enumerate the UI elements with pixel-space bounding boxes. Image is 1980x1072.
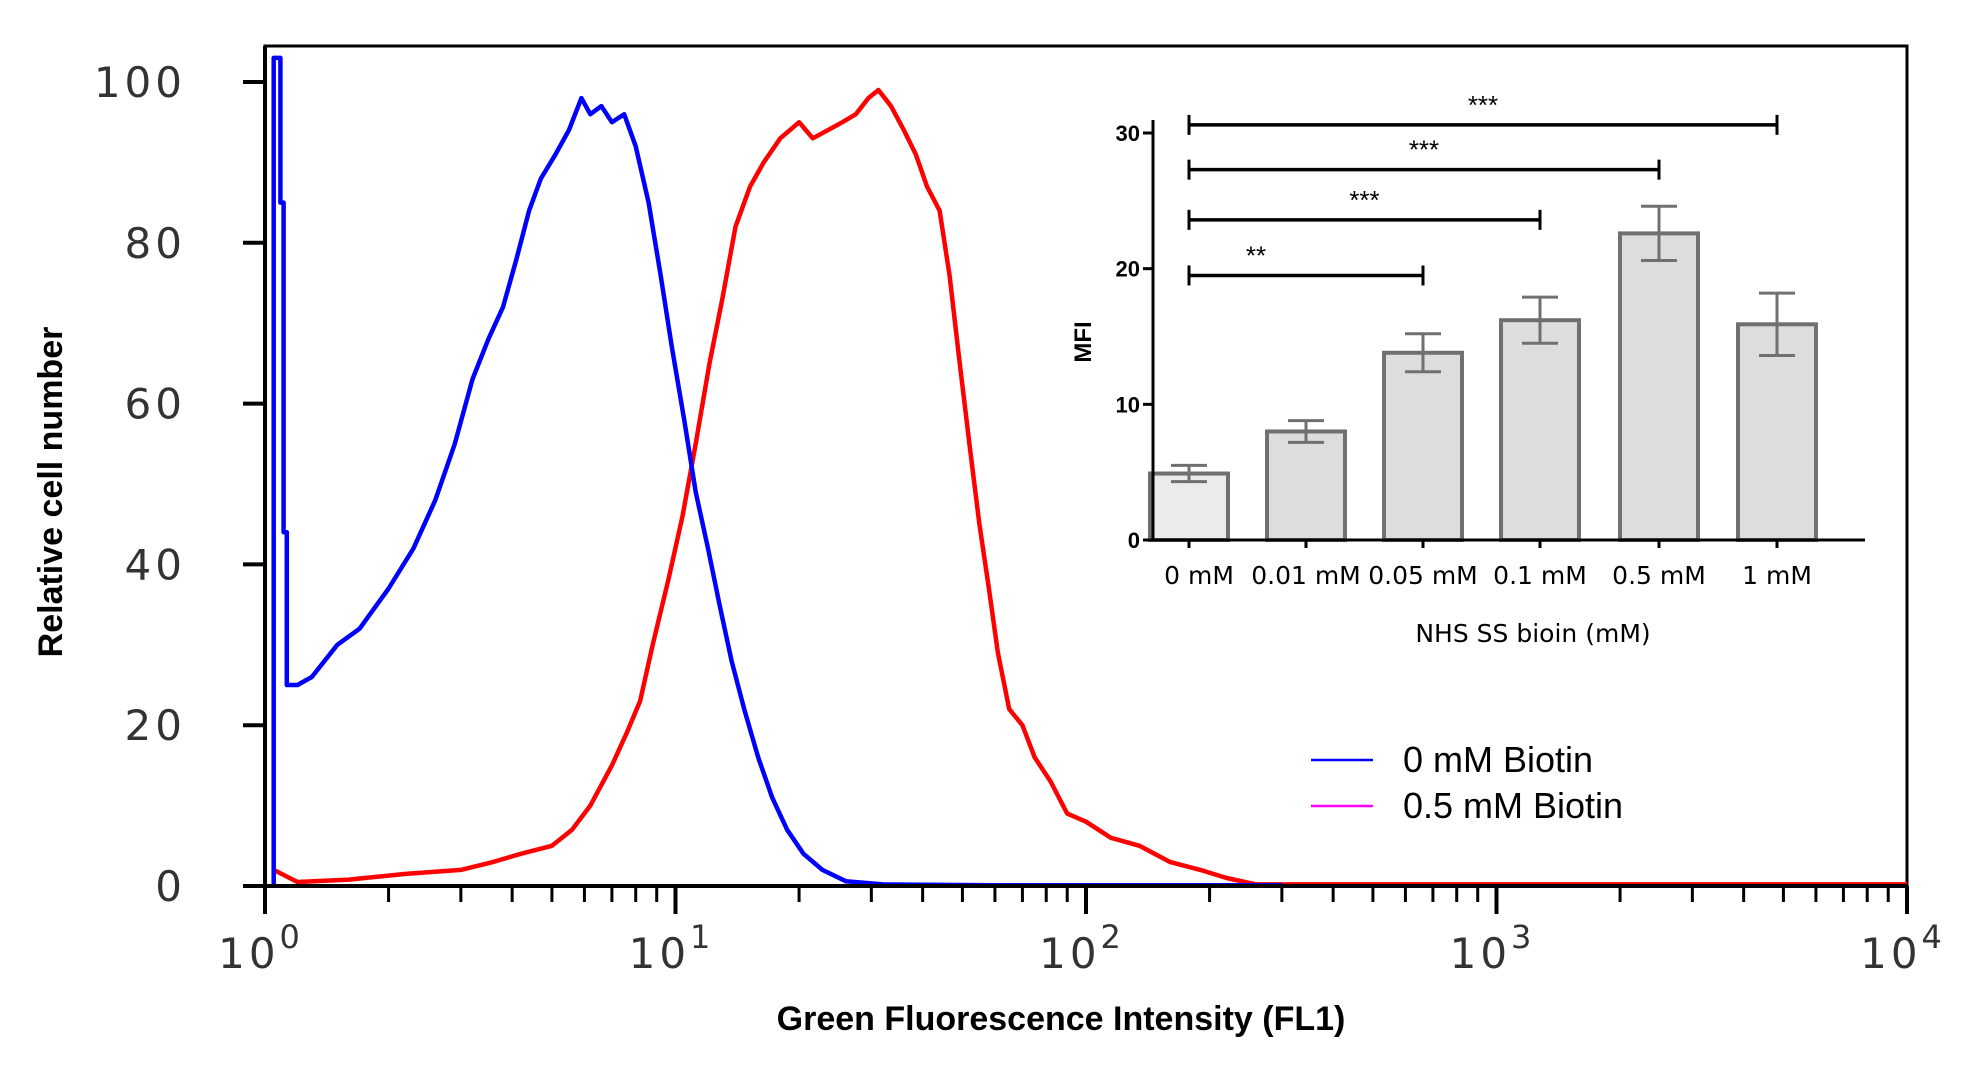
y-tick-label: 0 — [155, 862, 186, 911]
main-y-axis-title: Relative cell number — [32, 327, 70, 658]
series-line-0-5-mm-biotin — [272, 87, 1907, 887]
y-tick-label: 40 — [125, 540, 186, 589]
inset-x-tick-label: 0.05 mM — [1368, 561, 1478, 590]
inset-bar — [1148, 471, 1230, 543]
significance-label: *** — [1468, 90, 1498, 120]
inset-x-tick-label: 1 mM — [1742, 561, 1812, 590]
x-tick-label: 101 — [629, 918, 715, 978]
x-tick-label: 103 — [1450, 918, 1536, 978]
y-tick-label: 100 — [94, 58, 186, 107]
inset-bar — [1618, 231, 1700, 542]
significance-label: *** — [1409, 135, 1439, 165]
inset-y-tick-label: 0 — [1128, 528, 1140, 553]
y-tick-label: 60 — [125, 380, 186, 429]
inset-bars — [1148, 204, 1818, 543]
significance-label: ** — [1246, 240, 1266, 270]
inset-bar — [1265, 429, 1347, 543]
legend-label-0-mm-biotin: 0 mM Biotin — [1403, 739, 1593, 780]
legend-label-0-5-mm-biotin: 0.5 mM Biotin — [1403, 785, 1623, 826]
main-x-axis-title: Green Fluorescence Intensity (FL1) — [777, 1000, 1346, 1038]
main-y-tick-labels: 0 20 40 60 80 100 — [94, 58, 186, 911]
inset-bar — [1736, 322, 1818, 543]
inset-y-tick-label: 20 — [1116, 257, 1140, 282]
inset-significance-brackets: *********** — [1187, 90, 1779, 286]
inset-y-axis-title: MFI — [1070, 321, 1097, 362]
significance-label: *** — [1349, 185, 1379, 215]
inset-x-axis-title: NHS SS bioin (mM) — [1415, 619, 1650, 648]
x-tick-label: 102 — [1039, 918, 1125, 978]
inset-x-tick-label: 0.01 mM — [1251, 561, 1361, 590]
x-tick-label: 104 — [1860, 918, 1946, 978]
inset-y-tick-label: 30 — [1116, 121, 1140, 146]
y-tick-label: 20 — [125, 701, 186, 750]
inset-x-tick-labels: 0 mM 0.01 mM 0.05 mM 0.1 mM 0.5 mM 1 mM — [1164, 540, 1812, 590]
x-tick-label: 100 — [218, 918, 304, 978]
inset-x-tick-label: 0.1 mM — [1493, 561, 1587, 590]
inset-bar — [1499, 318, 1581, 542]
inset-x-tick-label: 0.5 mM — [1612, 561, 1706, 590]
inset-y-tick-label: 10 — [1116, 392, 1140, 417]
main-series-lines — [271, 55, 1907, 888]
inset-y-tick-labels: 0 10 20 30 — [1116, 121, 1153, 553]
series-line-0-mm-biotin — [271, 55, 1282, 888]
inset-bar — [1382, 350, 1464, 542]
main-axis-ticks — [243, 80, 1909, 914]
main-x-tick-labels: 100 101 102 103 104 — [218, 918, 1946, 978]
inset-x-tick-label: 0 mM — [1164, 561, 1234, 590]
legend: 0 mM Biotin 0.5 mM Biotin — [1311, 739, 1623, 826]
y-tick-label: 80 — [125, 219, 186, 268]
